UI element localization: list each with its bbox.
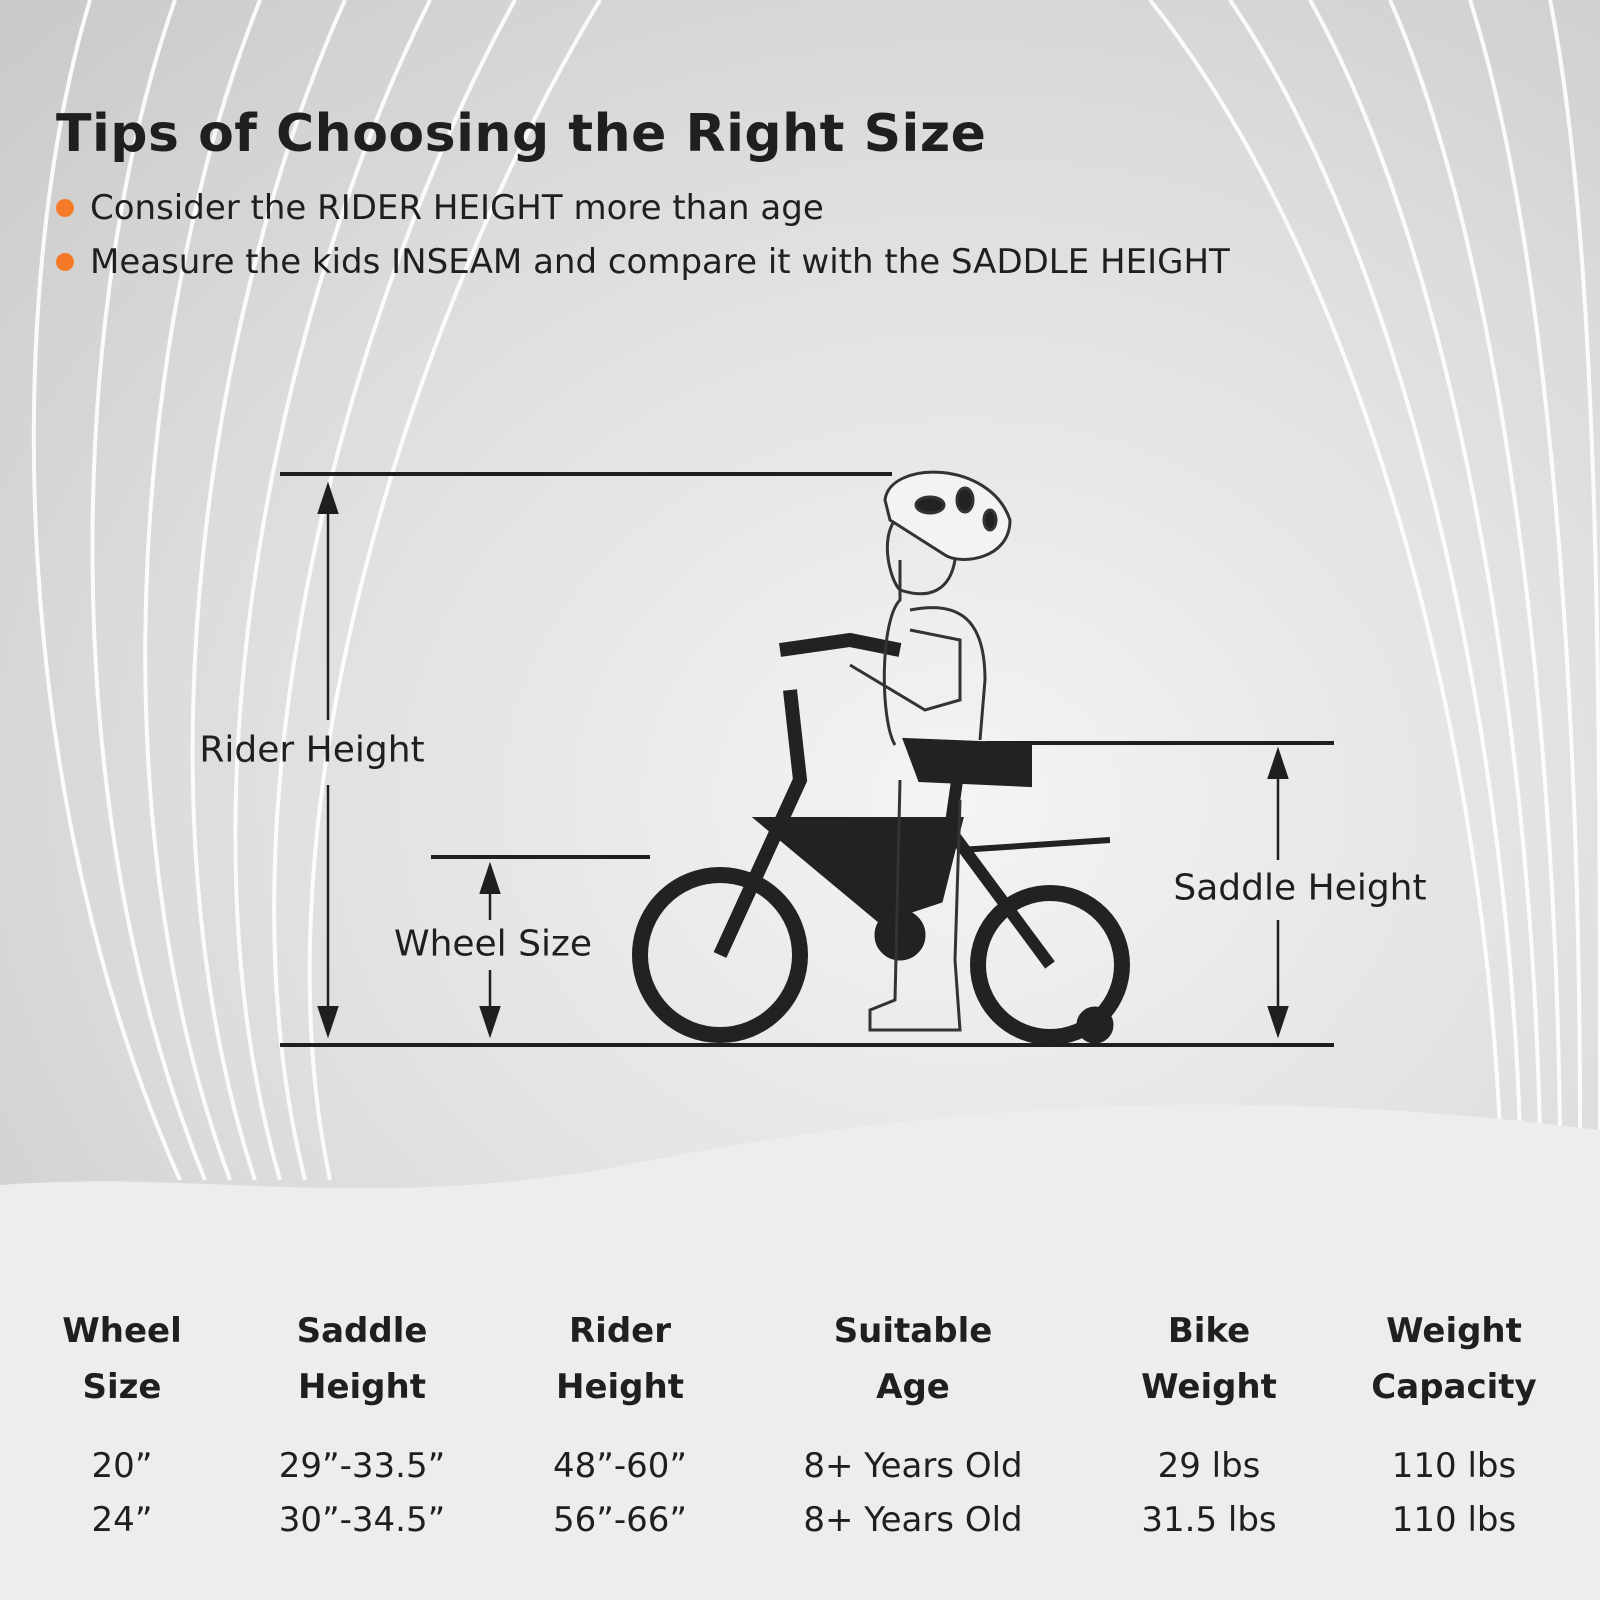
tip-text: Consider the RIDER HEIGHT more than age <box>90 188 824 228</box>
table-cell: 30”-34.5” <box>278 1500 446 1540</box>
table-cell: 24” <box>91 1500 153 1540</box>
rider-height-label: Rider Height <box>199 729 425 771</box>
background-arc <box>233 0 432 1181</box>
kid-bike-illustration <box>632 470 1130 1045</box>
table-header: Wheel Size <box>62 1303 181 1415</box>
header-line: Height <box>298 1367 426 1407</box>
bullet-dot-icon <box>56 199 74 217</box>
table-cell: 110 lbs <box>1391 1500 1517 1540</box>
tip-bullet: Consider the RIDER HEIGHT more than age <box>56 188 824 228</box>
background-arc <box>307 0 602 1181</box>
header-line: Height <box>556 1367 684 1407</box>
saddle-height-label: Saddle Height <box>1173 867 1427 909</box>
background-arc <box>31 0 182 1181</box>
background-arcs <box>31 0 1600 1181</box>
background-arc <box>1228 0 1522 1131</box>
header-line: Weight <box>1141 1367 1277 1407</box>
table-cell: 56”-66” <box>552 1500 688 1540</box>
header-line: Size <box>82 1367 162 1407</box>
table-header: Suitable Age <box>834 1303 993 1415</box>
tip-text: Measure the kids INSEAM and compare it w… <box>90 242 1230 282</box>
table-cell: 31.5 lbs <box>1141 1500 1277 1540</box>
table-cell: 48”-60” <box>552 1446 688 1486</box>
background-arc <box>90 0 207 1181</box>
tip-bullet: Measure the kids INSEAM and compare it w… <box>56 242 1230 282</box>
background-arc <box>143 0 262 1181</box>
table-header: Saddle Height <box>297 1303 428 1415</box>
table-header: Bike Weight <box>1141 1303 1277 1415</box>
header-line: Wheel <box>62 1311 182 1351</box>
background-arc <box>1468 0 1582 1131</box>
header-line: Capacity <box>1371 1367 1537 1407</box>
header-line: Weight <box>1386 1311 1522 1351</box>
table-cell: 29”-33.5” <box>278 1446 446 1486</box>
header-line: Age <box>876 1367 950 1407</box>
page-title: Tips of Choosing the Right Size <box>56 104 987 164</box>
table-cell: 8+ Years Old <box>803 1500 1023 1540</box>
table-background-wave <box>0 1104 1600 1600</box>
table-header: Rider Height <box>556 1303 684 1415</box>
background-arc <box>1308 0 1542 1131</box>
background-arc <box>272 0 517 1181</box>
background-arc <box>1148 0 1502 1131</box>
background-arc <box>190 0 347 1181</box>
header-line: Bike <box>1167 1311 1251 1351</box>
table-header: Weight Capacity <box>1371 1303 1536 1415</box>
table-cell: 20” <box>91 1446 153 1486</box>
background-arc <box>1388 0 1562 1131</box>
wheel-size-label: Wheel Size <box>393 923 593 965</box>
bullet-dot-icon <box>56 253 74 271</box>
table-cell: 110 lbs <box>1391 1446 1517 1486</box>
header-line: Rider <box>569 1311 671 1351</box>
header-line: Suitable <box>833 1311 993 1351</box>
header-line: Saddle <box>296 1311 428 1351</box>
table-cell: 8+ Years Old <box>803 1446 1023 1486</box>
measurement-lines <box>280 472 1334 1047</box>
table-cell: 29 lbs <box>1157 1446 1261 1486</box>
